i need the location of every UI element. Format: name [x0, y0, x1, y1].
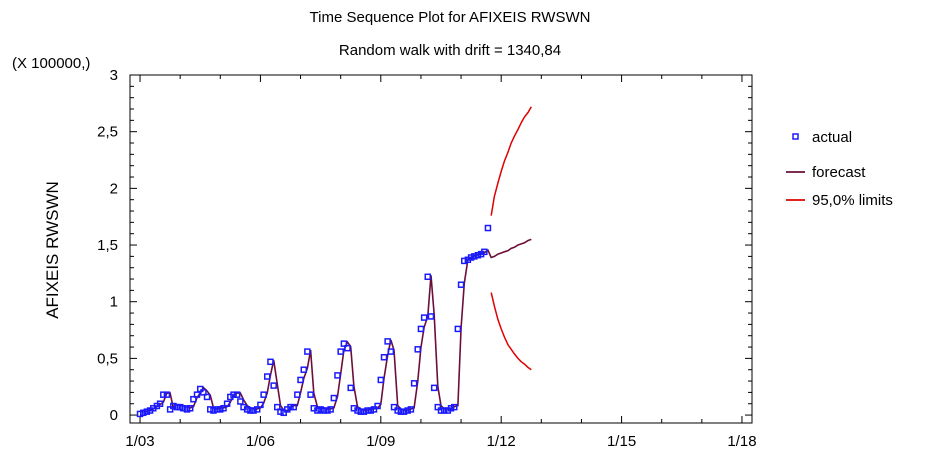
- actual-point: [139, 409, 147, 417]
- x-tick-label: 1/09: [366, 433, 395, 450]
- actual-point: [370, 406, 378, 413]
- actual-point: [320, 407, 328, 414]
- actual-point: [233, 391, 241, 398]
- actual-point: [334, 372, 341, 379]
- actual-point: [461, 257, 468, 265]
- actual-point: [337, 348, 344, 355]
- actual-point: [380, 354, 388, 361]
- actual-point: [297, 376, 304, 384]
- actual-point: [430, 384, 438, 392]
- actual-point: [193, 391, 201, 398]
- actual-point: [160, 391, 167, 398]
- actual-point: [186, 405, 194, 412]
- y-tick-label: 1: [110, 294, 118, 311]
- y-tick-label: 0,5: [97, 350, 118, 367]
- actual-point: [270, 382, 277, 389]
- actual-point: [377, 376, 385, 384]
- actual-point: [294, 391, 301, 398]
- actual-point: [156, 400, 164, 407]
- legend-label-actual: actual: [812, 129, 852, 146]
- y-tick-label: 1,5: [97, 237, 118, 254]
- actual-point: [327, 406, 334, 413]
- actual-point: [400, 408, 408, 415]
- actual-point: [200, 389, 207, 396]
- actual-point: [304, 348, 311, 355]
- chart-series: [136, 106, 532, 418]
- actual-point: [263, 373, 271, 380]
- legend-label-limits: 95,0% limits: [812, 192, 893, 209]
- actual-point: [384, 338, 391, 345]
- legend-marker-actual: [792, 133, 799, 140]
- actual-point: [267, 358, 274, 366]
- actual-point: [387, 348, 395, 355]
- y-tick-label: 3: [110, 67, 118, 84]
- actual-point: [471, 253, 478, 260]
- actual-point: [414, 346, 421, 353]
- y-tick-label: 2,5: [97, 124, 118, 141]
- actual-point: [203, 393, 211, 401]
- x-tick-label: 1/06: [246, 433, 275, 450]
- x-axis-ticks: 1/03 1/06 1/09 1/12 1/15 1/18: [125, 75, 757, 450]
- actual-point: [424, 273, 432, 281]
- actual-point: [190, 395, 197, 403]
- chart-subtitle: Random walk with drift = 1340,84: [339, 42, 561, 59]
- actual-point: [360, 408, 368, 415]
- actual-point: [307, 391, 314, 398]
- actual-point: [260, 391, 267, 398]
- actual-point: [417, 325, 425, 333]
- actual-point: [427, 313, 435, 320]
- actual-point: [250, 407, 257, 414]
- actual-point: [223, 400, 231, 407]
- y-tick-label: 0: [110, 407, 118, 424]
- actual-point: [163, 391, 171, 398]
- actual-point: [237, 398, 244, 405]
- upper-limit-line: [490, 106, 532, 216]
- actual-point: [180, 405, 187, 412]
- actual-point: [374, 402, 381, 410]
- x-tick-label: 1/03: [125, 433, 154, 450]
- actual-point: [454, 325, 462, 333]
- x-tick-label: 1/18: [727, 433, 756, 450]
- actual-point: [420, 314, 428, 321]
- actual-point: [407, 406, 415, 413]
- actual-point: [340, 340, 348, 347]
- actual-point: [290, 403, 297, 411]
- actual-point: [230, 391, 237, 398]
- actual-point: [450, 403, 458, 411]
- actual-point: [481, 248, 488, 256]
- actual-point: [210, 407, 217, 414]
- actual-point: [457, 281, 465, 288]
- forecast-line: [142, 238, 532, 414]
- actual-point: [300, 366, 308, 373]
- actual-point: [410, 380, 418, 387]
- actual-point: [344, 344, 351, 352]
- y-multiplier-label: (X 100000,): [12, 55, 90, 72]
- actual-point: [484, 224, 492, 232]
- actual-point: [390, 403, 398, 411]
- y-axis-label: AFIXEIS RWSWN: [43, 181, 62, 319]
- y-axis-ticks: 0 0,5 1 1,5 2 2,5 3: [97, 67, 752, 424]
- lower-limit-line: [490, 292, 532, 371]
- y-tick-label: 2: [110, 180, 118, 197]
- x-tick-label: 1/15: [607, 433, 636, 450]
- legend: actual forecast 95,0% limits: [786, 129, 893, 209]
- legend-label-forecast: forecast: [812, 164, 866, 181]
- actual-point: [220, 405, 227, 412]
- actual-point: [347, 384, 354, 392]
- plot-area-frame: [129, 74, 753, 424]
- actual-point: [257, 401, 264, 409]
- actual-point: [170, 402, 177, 410]
- actual-point: [330, 394, 338, 402]
- chart-title: Time Sequence Plot for AFIXEIS RWSWN: [310, 9, 591, 26]
- actual-point: [440, 407, 448, 414]
- x-tick-label: 1/12: [487, 433, 516, 450]
- actual-point: [280, 409, 287, 417]
